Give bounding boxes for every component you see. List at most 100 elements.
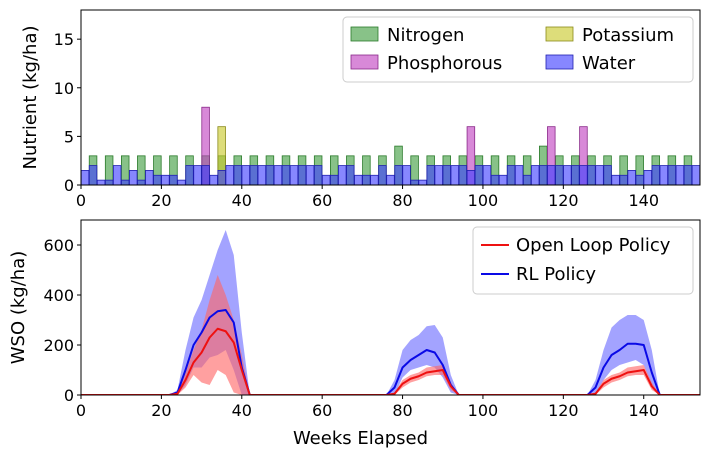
water-bar — [313, 165, 323, 185]
rl-policy-legend-label: RL Policy — [516, 264, 596, 285]
water-bar — [514, 165, 524, 185]
water-bar — [587, 165, 596, 185]
top-x-tick-label: 140 — [628, 191, 659, 210]
water-bar — [225, 165, 234, 185]
water-bar — [563, 165, 572, 185]
top-x-tick-label: 120 — [548, 191, 579, 210]
water-bar — [490, 174, 500, 185]
water-bar — [321, 174, 331, 185]
water-bar — [603, 165, 612, 185]
water-bar — [571, 165, 580, 185]
water-bar — [555, 165, 564, 185]
water-bar — [193, 165, 202, 185]
water-bar — [691, 165, 700, 185]
water-bar — [675, 165, 685, 185]
water-bar — [201, 165, 210, 185]
phosphorous-legend-swatch — [350, 54, 379, 70]
water-bar — [667, 165, 677, 185]
water-bar — [635, 174, 644, 185]
water-bar — [120, 179, 130, 185]
top-axes-frame — [80, 9, 701, 186]
water-bar — [137, 179, 146, 185]
top-x-tick-label: 100 — [468, 191, 499, 210]
water-bar — [169, 174, 178, 185]
top-x-tick-label: 0 — [76, 191, 86, 210]
water-bar — [145, 170, 154, 185]
water-bar — [241, 165, 251, 185]
water-bar — [474, 165, 484, 185]
bottom-y-tick-label: 0 — [64, 386, 74, 405]
potassium-legend-swatch — [545, 26, 574, 42]
water-bar — [466, 170, 476, 185]
water-legend-swatch — [545, 54, 574, 70]
water-bar — [153, 174, 162, 185]
water-bar — [458, 165, 468, 185]
bottom-x-tick-label: 120 — [548, 401, 579, 420]
water-bar — [378, 165, 387, 185]
water-bar — [346, 165, 355, 185]
bottom-y-tick-label: 400 — [43, 286, 74, 305]
water-bar — [249, 165, 259, 185]
water-bar — [595, 165, 604, 185]
water-bar — [338, 165, 347, 185]
bottom-x-tick-label: 140 — [628, 401, 659, 420]
water-bar — [81, 170, 90, 185]
nutrient-legend-frame — [342, 16, 694, 83]
nitrogen-legend-swatch — [350, 26, 379, 42]
water-bar — [370, 174, 379, 185]
water-bar — [362, 174, 371, 185]
wso-legend: Open Loop Policy RL Policy — [472, 226, 694, 295]
water-bar — [354, 174, 363, 185]
water-bar — [257, 165, 267, 185]
water-bar — [386, 174, 395, 185]
water-bar — [522, 174, 532, 185]
water-legend-label: Water — [582, 53, 636, 74]
phosphorous-bar — [201, 106, 210, 185]
top-y-tick-label: 0 — [64, 176, 74, 195]
water-bar — [579, 165, 588, 185]
bottom-y-tick-label: 600 — [43, 236, 74, 255]
water-bar — [498, 174, 508, 185]
nutrient-legend: Nitrogen Phosphorous Potassium Water — [342, 16, 694, 83]
water-bar — [402, 165, 411, 185]
bottom-y-tick-label: 200 — [43, 336, 74, 355]
water-bar — [611, 174, 620, 185]
water-bar — [426, 165, 435, 185]
water-bar — [539, 165, 548, 185]
top-y-tick-label: 15 — [54, 30, 74, 49]
wso-plot-area — [81, 230, 700, 395]
potassium-legend-label: Potassium — [582, 25, 674, 46]
water-bar — [506, 165, 516, 185]
nutrient-chart: 0 20 40 60 80 100 120 140 0 5 10 15 Nutrient (kg/ha)… — [20, 9, 701, 210]
water-bar — [627, 170, 636, 185]
open-loop-policy-line — [81, 327, 700, 395]
water-bar — [129, 170, 138, 185]
water-bar — [659, 165, 669, 185]
phosphorous-legend-label: Phosphorous — [387, 53, 502, 74]
wso-x-axis-label: Weeks Elapsed — [293, 428, 428, 449]
water-bar — [96, 179, 106, 185]
bottom-axes-frame — [80, 219, 701, 396]
water-bar — [305, 165, 315, 185]
water-bar — [643, 170, 652, 185]
rl-policy-line — [81, 309, 700, 395]
open-loop-policy-legend-label: Open Loop Policy — [516, 235, 671, 256]
water-bar — [434, 165, 443, 185]
bottom-x-tick-label: 20 — [151, 401, 171, 420]
nutrient-plot-area — [81, 106, 700, 185]
top-y-tick-label: 5 — [64, 127, 74, 146]
wso-legend-frame — [472, 226, 694, 295]
top-x-tick-label: 40 — [232, 191, 252, 210]
top-x-tick-label: 80 — [392, 191, 412, 210]
water-bar — [410, 179, 419, 185]
top-x-tick-label: 20 — [151, 191, 171, 210]
bottom-x-tick-label: 100 — [468, 401, 499, 420]
water-bar — [547, 165, 556, 185]
water-bar — [394, 165, 403, 185]
water-bar — [289, 165, 299, 185]
water-bar — [217, 170, 226, 185]
water-bar — [530, 165, 540, 185]
water-bar — [161, 174, 170, 185]
water-bar — [112, 165, 122, 185]
